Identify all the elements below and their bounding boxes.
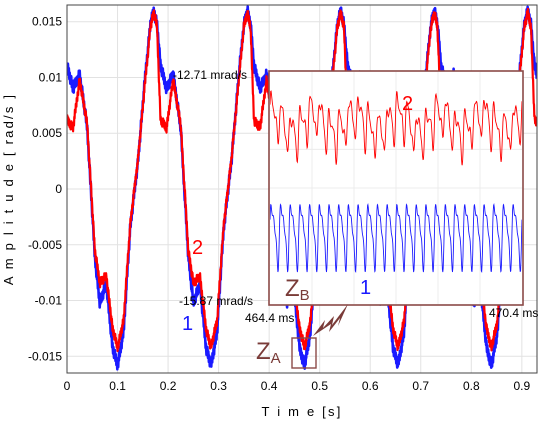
x-tick-label: 0.8 xyxy=(463,379,480,393)
y-tick-label: -0.005 xyxy=(28,238,62,252)
inset-zoom: 2 1 xyxy=(268,70,524,306)
y-tick-label: -0.01 xyxy=(35,294,63,308)
inset-grid xyxy=(270,72,522,304)
annotation-upper-value: -12.71 mrad/s xyxy=(173,68,247,82)
x-tick-labels: 0 0.1 0.2 0.3 0.4 0.5 0.6 0.7 0.8 0.9 xyxy=(64,379,531,393)
y-tick-label: 0.01 xyxy=(39,70,63,84)
inset-line-2 xyxy=(270,90,522,166)
inset-label-red: 2 xyxy=(402,93,413,115)
annotation-lower-value: -15.87 mrad/s xyxy=(179,294,253,308)
zone-b-label: ZB xyxy=(285,275,310,304)
y-tick-labels: -0.015 -0.01 -0.005 0 0.005 0.01 0.015 xyxy=(28,15,62,364)
curve-label-red: 2 xyxy=(192,237,203,259)
y-tick-label: 0.015 xyxy=(32,15,62,29)
x-tick-label: 0.3 xyxy=(210,379,227,393)
plot-frame xyxy=(66,4,538,374)
x-tick-label: 0.2 xyxy=(160,379,177,393)
y-tick-label: 0 xyxy=(55,182,62,196)
x-tick-label: 0.7 xyxy=(412,379,429,393)
annotation-time-left: 464.4 ms xyxy=(245,311,294,325)
zone-a-label: ZA xyxy=(256,338,281,367)
x-tick-label: 0 xyxy=(64,379,71,393)
zone-a-box xyxy=(291,337,317,369)
x-tick-label: 0.4 xyxy=(261,379,278,393)
annotation-time-right: 470.4 ms xyxy=(489,306,538,320)
y-tick-label: -0.015 xyxy=(28,349,62,363)
x-tick-label: 0.5 xyxy=(311,379,328,393)
zoom-arrow-icon xyxy=(313,304,348,336)
x-tick-label: 0.1 xyxy=(109,379,126,393)
x-tick-label: 0.9 xyxy=(513,379,530,393)
inset-lines xyxy=(270,90,522,273)
inset-line-1 xyxy=(270,202,522,273)
curve-label-blue: 1 xyxy=(182,313,193,335)
inset-label-blue: 1 xyxy=(360,277,371,299)
x-tick-label: 0.6 xyxy=(362,379,379,393)
y-tick-label: 0.005 xyxy=(32,126,62,140)
y-axis-label: A m p l i t u d e [ rad/s ] xyxy=(1,93,16,285)
x-axis-label: T i m e [s] xyxy=(261,404,342,419)
